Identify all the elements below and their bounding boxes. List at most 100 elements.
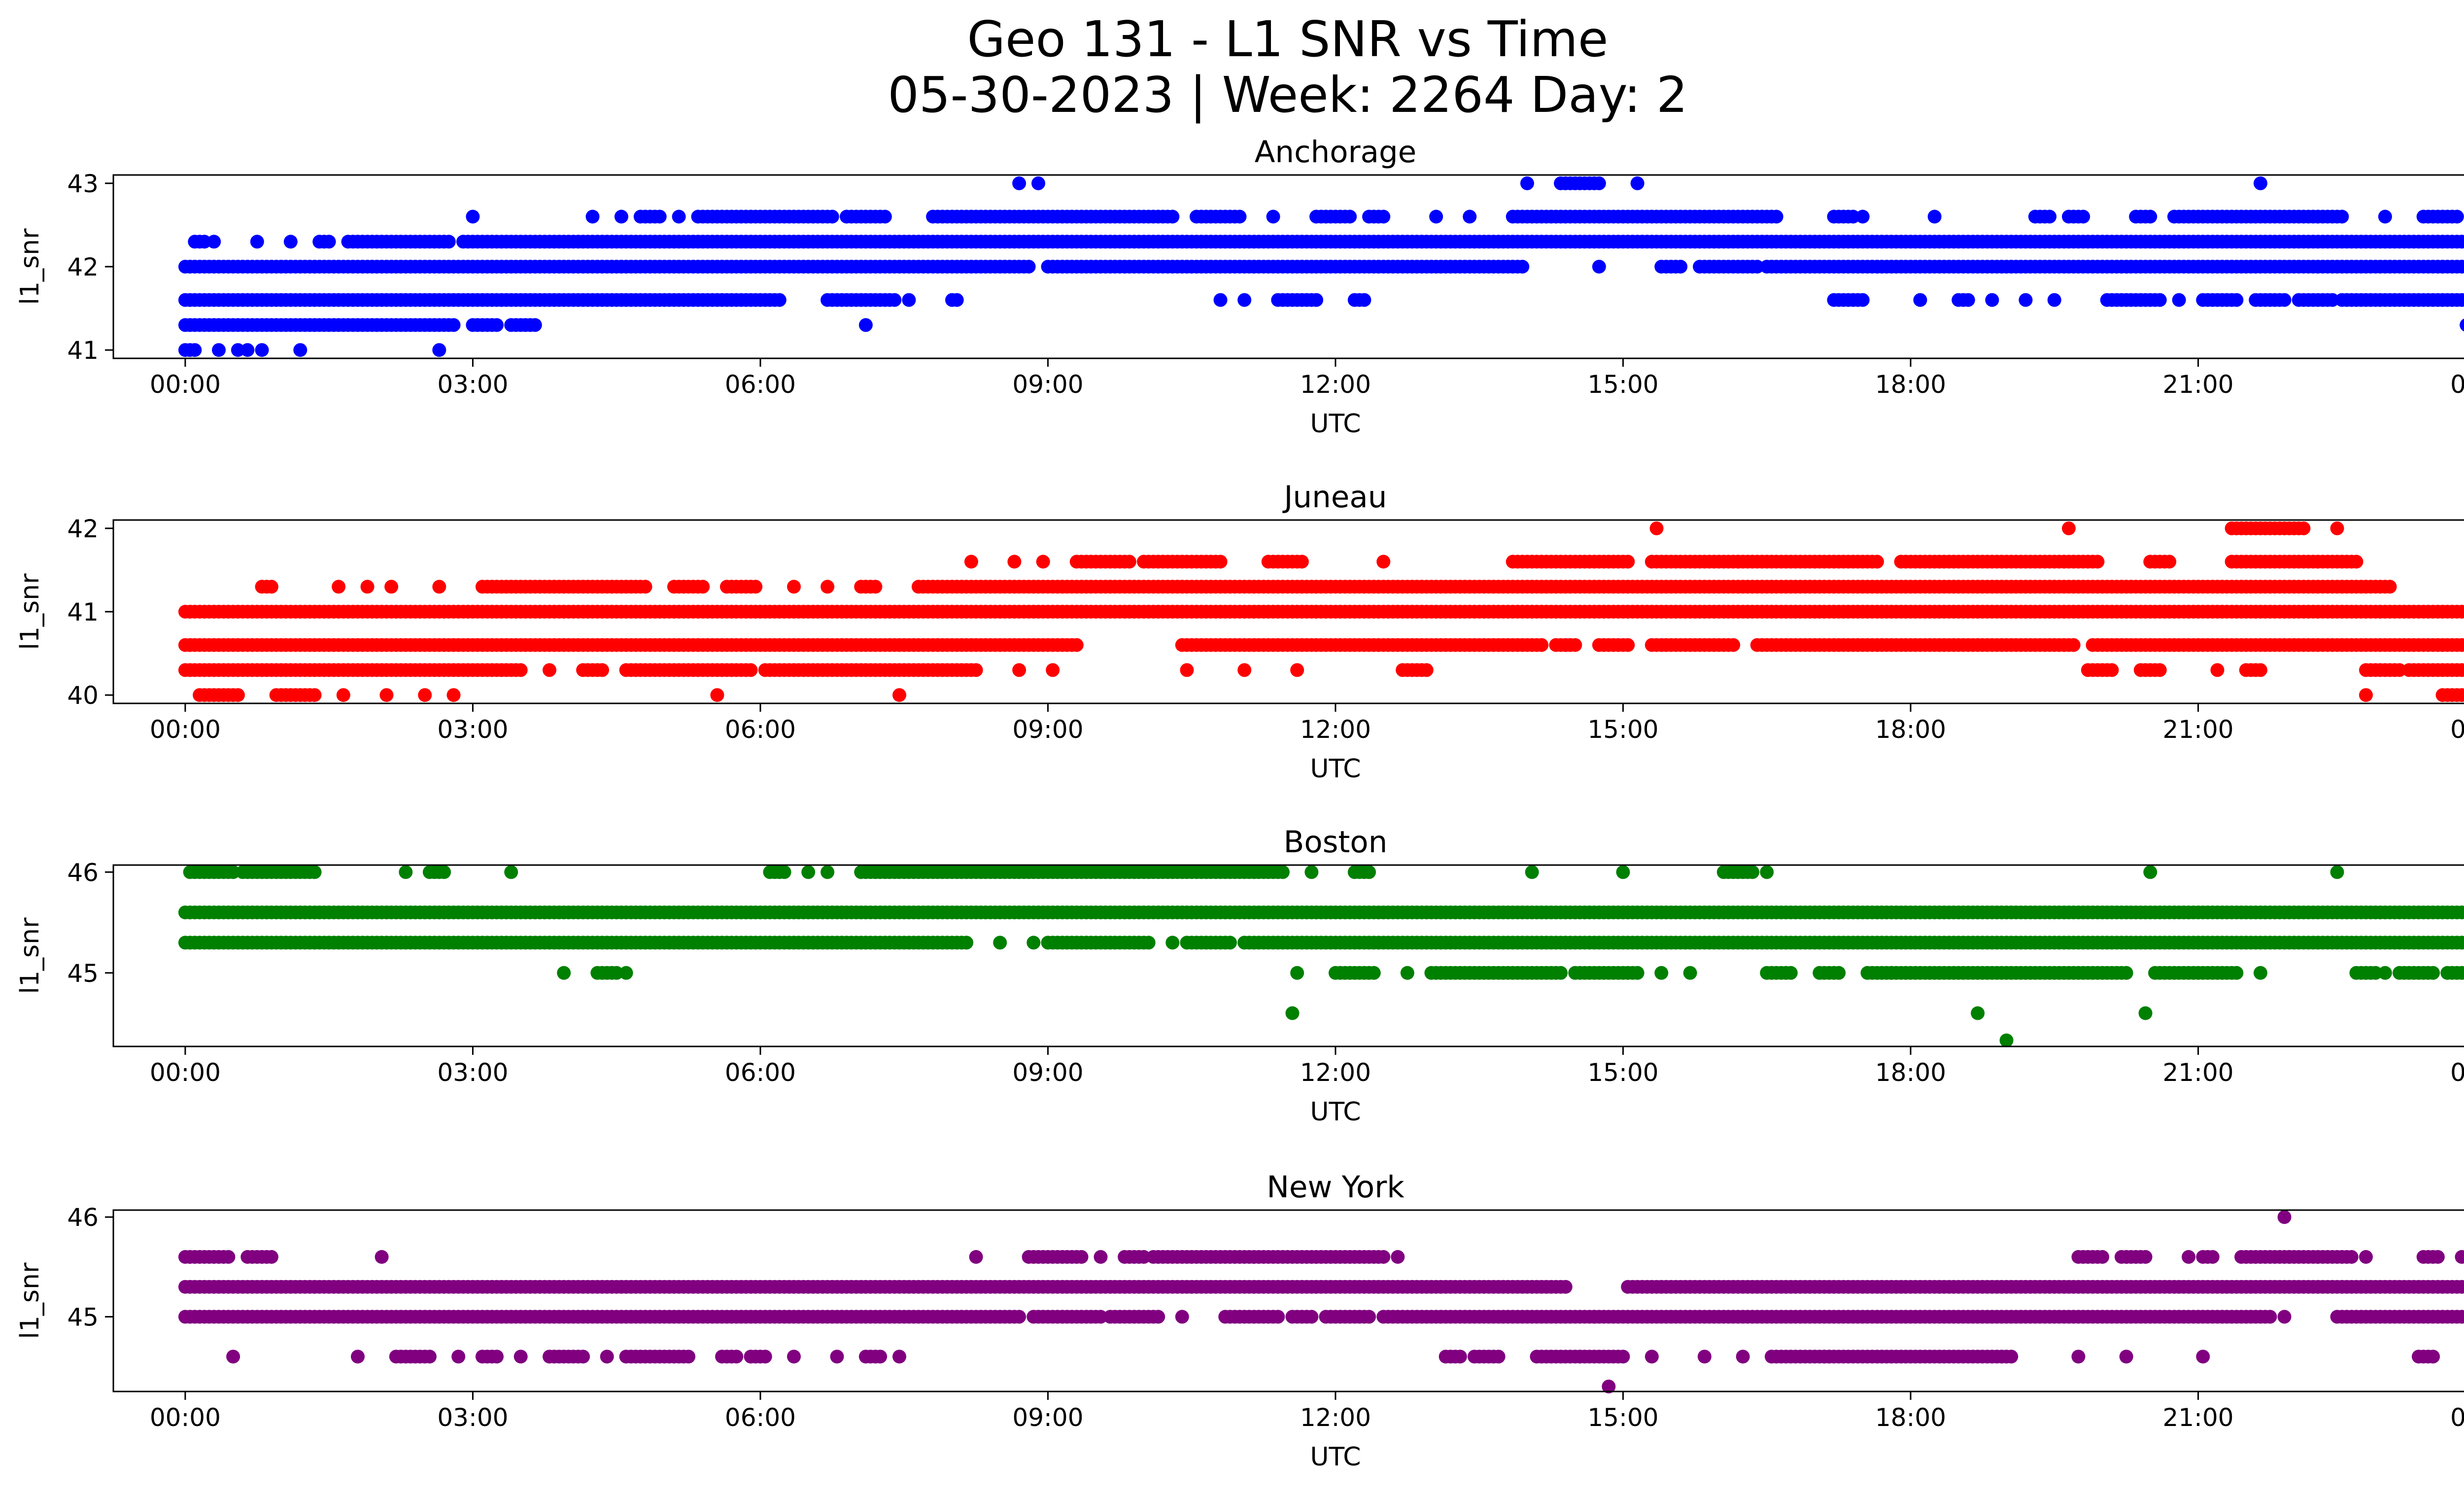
data-point	[2066, 638, 2081, 652]
data-point	[1621, 555, 1635, 569]
x-tick-label: 00:00	[2450, 1058, 2464, 1087]
x-tick-label: 06:00	[725, 370, 796, 399]
data-point	[888, 293, 902, 307]
data-point	[902, 293, 916, 307]
data-point	[1022, 260, 1036, 274]
y-tick-label: 40	[67, 681, 99, 710]
data-point	[1568, 638, 1582, 652]
data-point	[2460, 235, 2464, 248]
data-point	[432, 343, 446, 357]
data-point	[2359, 688, 2373, 702]
data-point	[384, 580, 399, 594]
data-point	[2172, 293, 2186, 307]
data-point	[2076, 209, 2090, 224]
data-point	[1237, 663, 1252, 677]
data-point	[308, 688, 322, 702]
subplot-title: New York	[1266, 1170, 1404, 1205]
data-point	[2210, 663, 2224, 677]
data-point	[2335, 209, 2349, 224]
scatter-points	[178, 176, 2464, 357]
x-axis-label: UTC	[1310, 754, 1361, 784]
data-point	[787, 1350, 801, 1364]
data-point	[379, 688, 394, 702]
data-point	[1697, 1350, 1711, 1364]
figure-title-line-2: 05-30-2023 | Week: 2264 Day: 2	[888, 66, 1688, 124]
data-point	[1027, 936, 1041, 950]
data-point	[585, 209, 600, 224]
x-tick-label: 00:00	[150, 1058, 221, 1087]
data-point	[2460, 663, 2464, 677]
subplot-title: Boston	[1284, 825, 1388, 860]
y-tick-label: 43	[67, 170, 99, 198]
data-point	[1644, 1350, 1659, 1364]
data-point	[682, 1350, 696, 1364]
data-point	[255, 343, 269, 357]
data-point	[1616, 1350, 1630, 1364]
data-point	[1362, 1310, 1376, 1324]
data-point	[758, 1350, 772, 1364]
data-point	[2162, 555, 2177, 569]
x-tick-label: 21:00	[2163, 715, 2234, 744]
data-point	[543, 663, 556, 677]
y-axis-label: l1_snr	[15, 917, 45, 994]
data-point	[1870, 555, 1884, 569]
data-point	[1165, 209, 1180, 224]
data-point	[2153, 293, 2167, 307]
data-point	[1175, 1310, 1189, 1324]
data-point	[2153, 663, 2167, 677]
x-tick-label: 09:00	[1012, 1058, 1083, 1087]
data-point	[1515, 260, 1530, 274]
data-point	[2254, 966, 2267, 980]
data-point	[1726, 638, 1741, 652]
data-point	[576, 1350, 590, 1364]
x-tick-label: 21:00	[2163, 370, 2234, 399]
x-tick-label: 00:00	[150, 370, 221, 399]
data-point	[250, 235, 264, 249]
data-point	[240, 343, 255, 357]
data-point	[1491, 1350, 1506, 1364]
data-point	[950, 293, 964, 307]
data-point	[2450, 209, 2464, 224]
x-tick-label: 12:00	[1300, 1058, 1371, 1087]
data-point	[2325, 293, 2339, 307]
x-axis-label: UTC	[1310, 409, 1361, 439]
data-point	[2229, 966, 2244, 980]
data-point	[1736, 1350, 1750, 1364]
data-point	[2254, 663, 2267, 677]
x-tick-label: 09:00	[1012, 370, 1083, 399]
data-point	[1674, 260, 1688, 274]
data-point	[1237, 293, 1252, 307]
data-point	[1343, 209, 1357, 224]
data-point	[821, 580, 835, 594]
data-point	[1429, 209, 1443, 224]
x-tick-label: 06:00	[725, 715, 796, 744]
data-point	[2460, 638, 2464, 652]
y-tick-label: 41	[67, 336, 99, 365]
data-point	[1295, 555, 1309, 569]
data-point	[264, 580, 278, 594]
data-point	[1769, 209, 1783, 224]
data-point	[1927, 209, 1942, 224]
data-point	[1036, 555, 1050, 569]
data-point	[2296, 521, 2311, 535]
scatter-points	[178, 521, 2464, 702]
data-point	[2426, 966, 2440, 980]
data-point	[2138, 1006, 2153, 1020]
data-point	[825, 209, 839, 224]
x-tick-label: 21:00	[2163, 1058, 2234, 1087]
y-axis-label: l1_snr	[15, 573, 45, 650]
data-point	[207, 235, 221, 249]
data-point	[1554, 966, 1568, 980]
data-point	[2460, 966, 2464, 979]
data-point	[513, 1350, 528, 1364]
data-point	[2330, 865, 2344, 879]
data-point	[1535, 638, 1549, 652]
data-point	[1750, 260, 1764, 274]
data-point	[1213, 555, 1228, 569]
data-point	[432, 580, 446, 594]
data-point	[2143, 865, 2157, 879]
data-point	[1419, 663, 1434, 677]
data-point	[744, 663, 758, 677]
data-point	[2143, 209, 2157, 224]
